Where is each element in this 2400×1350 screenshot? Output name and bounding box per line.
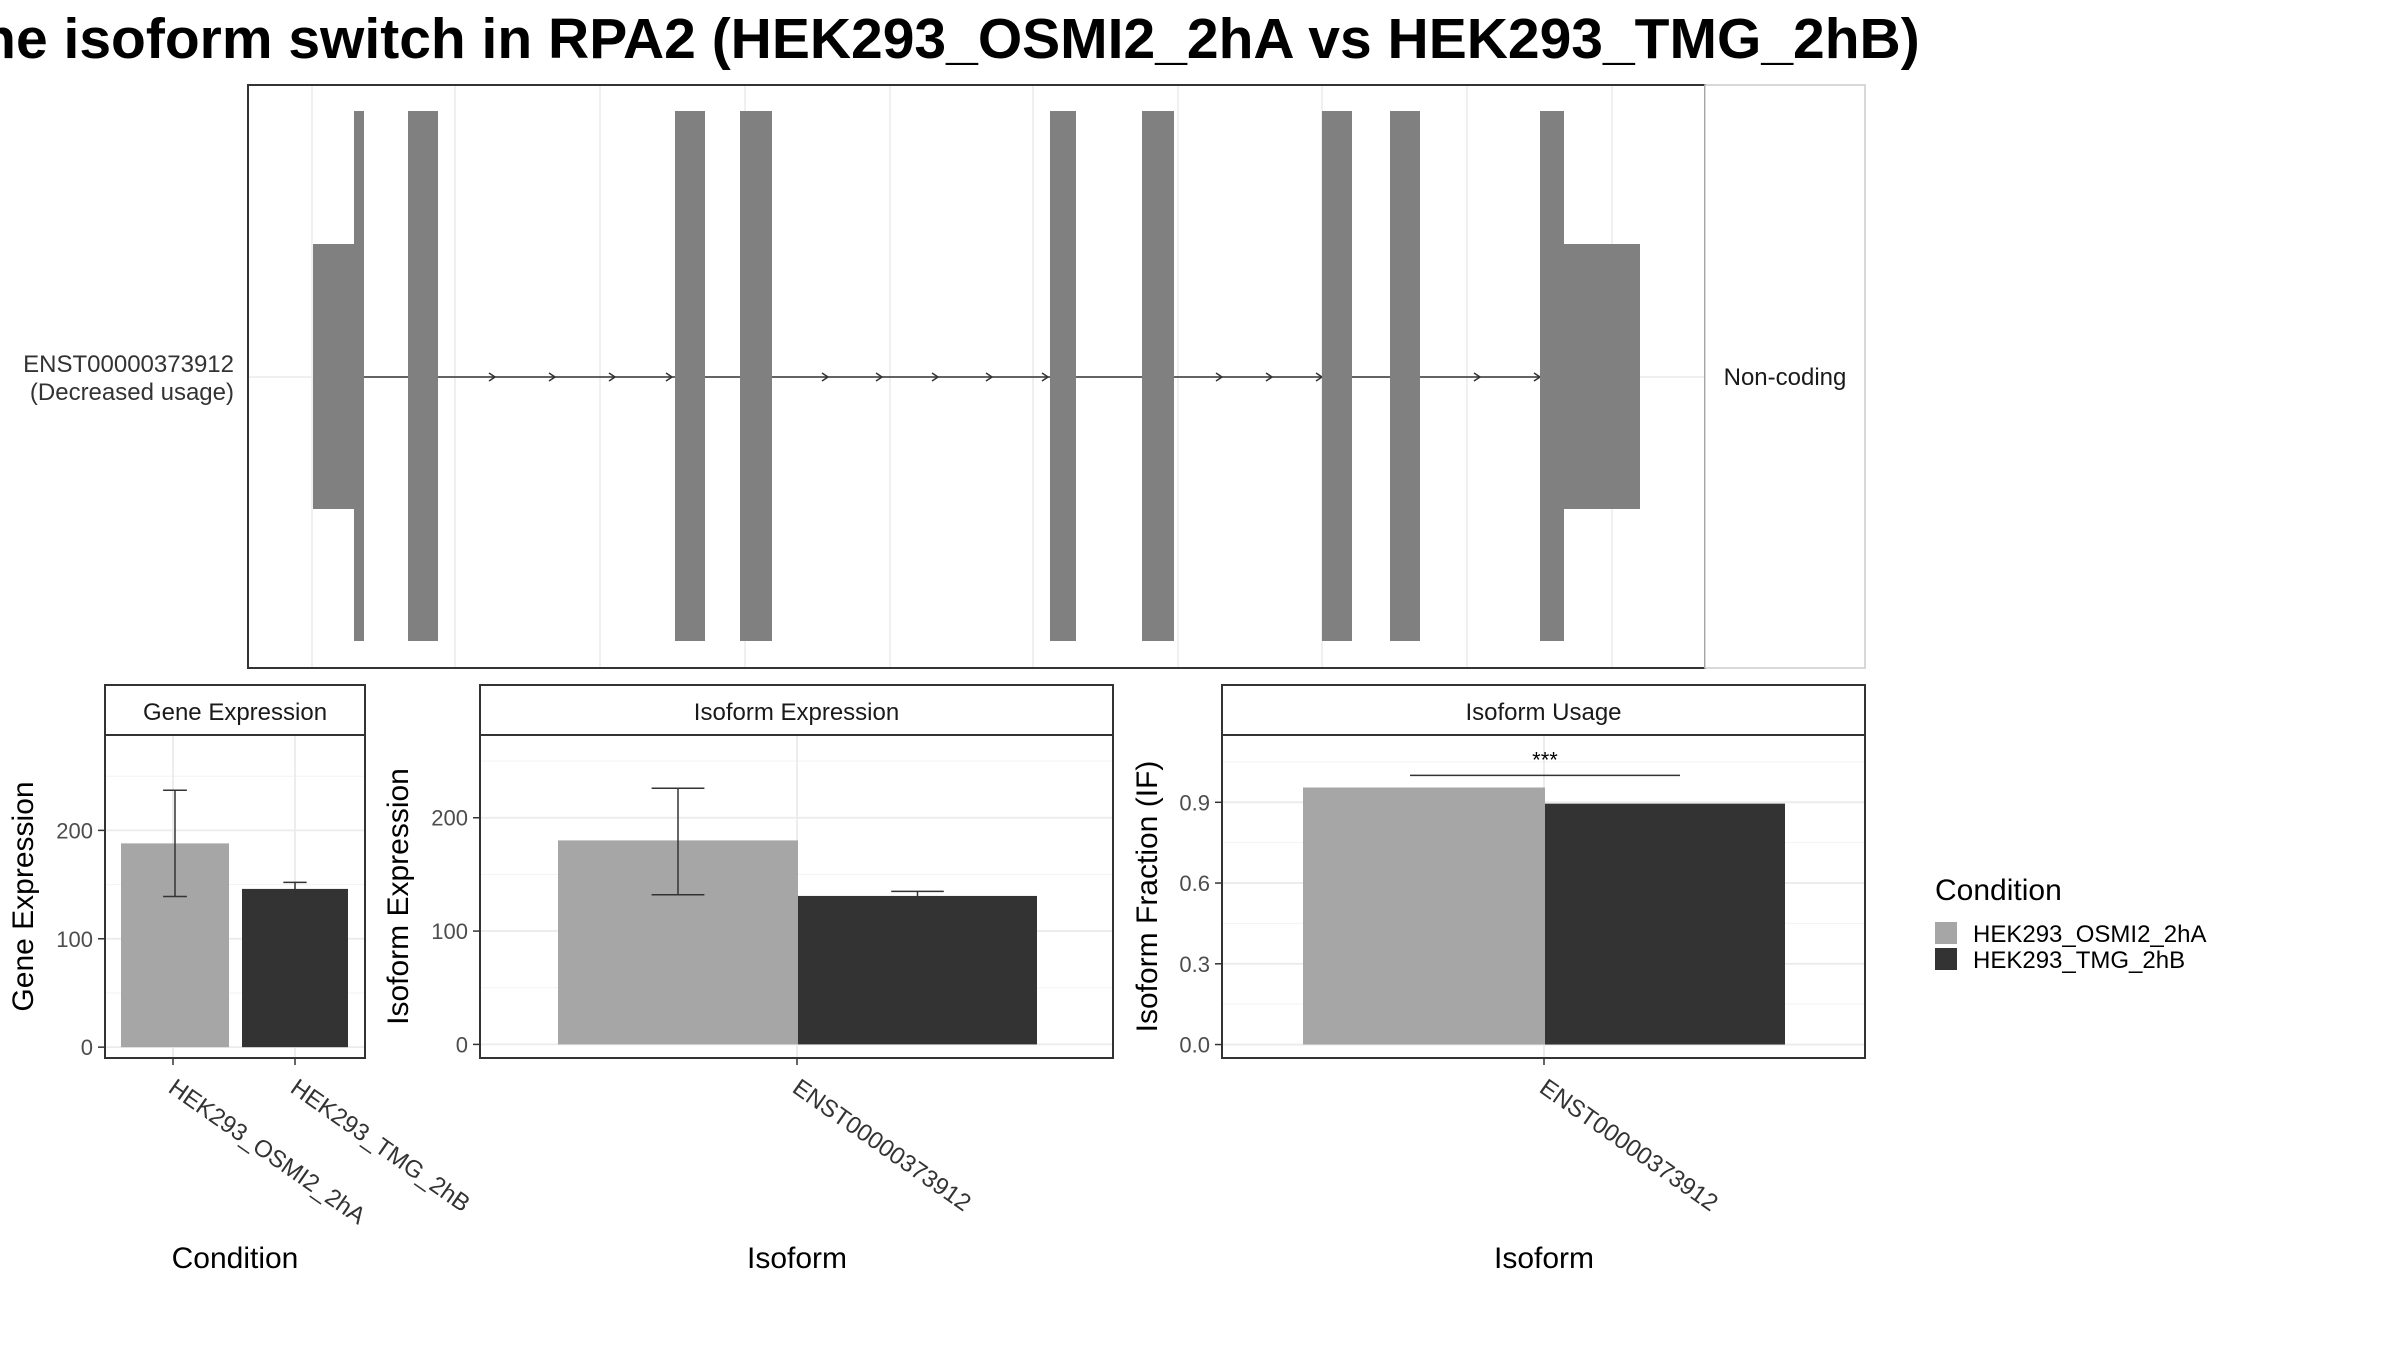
bar-chart-isoform-expression: 0 100 200 Isoform Expression ENST00000373912… xyxy=(382,684,1114,1275)
panel-strip-title: Isoform Usage xyxy=(1465,699,1621,726)
x-category-label: ENST00000373912 xyxy=(1535,1074,1723,1217)
panel-strip xyxy=(1221,684,1866,736)
intron-arrow xyxy=(488,372,497,382)
y-tick-label: 0.6 xyxy=(1179,871,1210,896)
y-tick-label: 200 xyxy=(56,818,93,843)
y-tick-label: 200 xyxy=(431,806,468,831)
exon-block xyxy=(675,111,705,641)
figure-title: The isoform switch in RPA2 (HEK293_OSMI2… xyxy=(0,7,1920,71)
significance-label: *** xyxy=(1532,747,1558,772)
panel-strip xyxy=(479,684,1114,736)
x-category-label: ENST00000373912 xyxy=(788,1074,976,1217)
bar-osmi2 xyxy=(1303,787,1545,1045)
exons xyxy=(313,111,1640,641)
bar-chart-isoform-usage: 0.0 0.3 0.6 0.9 *** Isoform Usage ENST00000373… xyxy=(1131,684,1866,1275)
transcript-category-strip xyxy=(1704,84,1866,669)
y-tick-label: 0 xyxy=(81,1035,93,1060)
transcript-category-label: Non-coding xyxy=(1724,364,1847,391)
panel-strip xyxy=(104,684,366,736)
bar-tmg xyxy=(1545,803,1785,1045)
legend-swatch-osmi2 xyxy=(1935,922,1957,944)
exon-block xyxy=(1322,111,1352,641)
y-tick-label: 0.3 xyxy=(1179,952,1210,977)
y-axis-title: Isoform Expression xyxy=(382,768,415,1025)
exon-utr-5prime xyxy=(313,244,358,509)
y-tick-label: 0.0 xyxy=(1179,1033,1210,1058)
legend-label-osmi2: HEK293_OSMI2_2hA xyxy=(1973,921,2206,948)
exon-block xyxy=(1050,111,1076,641)
y-tick-label: 0 xyxy=(456,1032,468,1057)
x-axis-title: Isoform xyxy=(1494,1242,1594,1275)
panel-strip-title: Gene Expression xyxy=(143,699,327,726)
panel-strip-title: Isoform Expression xyxy=(694,699,899,726)
intron-arrow xyxy=(1215,372,1224,382)
intron-arrow xyxy=(1265,372,1274,382)
intron-arrow xyxy=(931,372,940,382)
y-tick-label: 0.9 xyxy=(1179,790,1210,815)
intron-arrow xyxy=(608,372,617,382)
legend-title: Condition xyxy=(1935,874,2062,907)
exon-block xyxy=(740,111,772,641)
y-tick-label: 100 xyxy=(56,927,93,952)
intron-arrow xyxy=(1473,372,1482,382)
intron-arrows xyxy=(488,372,1542,382)
transcript-panel: Non-coding ENST00000373912 (Decreased us… xyxy=(23,84,1866,669)
bar-tmg xyxy=(798,895,1037,1045)
exon-block xyxy=(354,111,364,641)
x-axis-title: Isoform xyxy=(747,1242,847,1275)
x-axis-title: Condition xyxy=(172,1242,299,1275)
isoform-usage-label: (Decreased usage) xyxy=(30,379,234,406)
legend-label-tmg: HEK293_TMG_2hB xyxy=(1973,947,2185,974)
legend-swatch-tmg xyxy=(1935,948,1957,970)
exon-utr-3prime xyxy=(1562,244,1640,509)
intron-arrow xyxy=(665,372,674,382)
bar-tmg xyxy=(242,888,348,1048)
exon-block xyxy=(1540,111,1564,641)
legend: Condition HEK293_OSMI2_2hA HEK293_TMG_2h… xyxy=(1935,874,2206,974)
exon-block xyxy=(1390,111,1420,641)
isoform-id-label: ENST00000373912 xyxy=(23,351,234,378)
intron-arrow xyxy=(821,372,830,382)
y-axis-title: Gene Expression xyxy=(7,781,40,1011)
y-axis-title: Isoform Fraction (IF) xyxy=(1131,761,1164,1033)
x-category-label: HEK293_OSMI2_2hA xyxy=(164,1074,371,1230)
intron-arrow xyxy=(548,372,557,382)
exon-block xyxy=(1142,111,1174,641)
intron-arrow xyxy=(875,372,884,382)
intron-arrow xyxy=(985,372,994,382)
exon-block xyxy=(408,111,438,641)
intron-arrow xyxy=(1041,372,1050,382)
y-tick-label: 100 xyxy=(431,919,468,944)
